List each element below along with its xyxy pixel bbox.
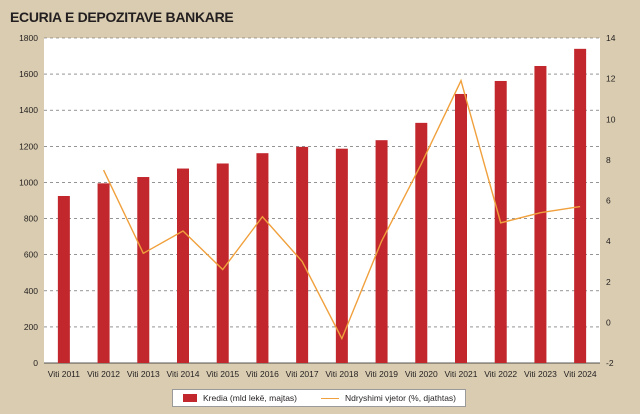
- legend-item-line: Ndryshimi vjetor (%, djathtas): [297, 393, 456, 403]
- x-tick-label: Viti 2011: [48, 369, 81, 379]
- right-tick-label: 6: [606, 196, 611, 206]
- x-tick-label: Viti 2014: [167, 369, 200, 379]
- legend-item-bar: Kredia (mld lekë, majtas): [173, 393, 297, 403]
- bar: [256, 153, 269, 363]
- left-tick-label: 1200: [19, 141, 38, 151]
- right-tick-label: 14: [606, 33, 616, 43]
- x-tick-label: Viti 2022: [484, 369, 517, 379]
- x-tick-label: Viti 2018: [325, 369, 358, 379]
- x-tick-label: Viti 2024: [564, 369, 597, 379]
- line-series: [102, 78, 581, 341]
- right-tick-label: 2: [606, 277, 611, 287]
- left-tick-label: 1000: [19, 177, 38, 187]
- left-axis-ticks: 0 200 400 600 800 1000 1200 1400 1600 1800: [19, 33, 38, 368]
- x-tick-label: Viti 2015: [206, 369, 239, 379]
- x-tick-label: Viti 2013: [127, 369, 160, 379]
- x-tick-label: Viti 2021: [445, 369, 478, 379]
- right-tick-label: 0: [606, 317, 611, 327]
- legend-swatch-bar: [183, 394, 197, 402]
- bar: [415, 122, 428, 363]
- x-tick-label: Viti 2016: [246, 369, 279, 379]
- left-tick-label: 1800: [19, 33, 38, 43]
- legend: Kredia (mld lekë, majtas) Ndryshimi vjet…: [172, 389, 466, 407]
- left-tick-label: 1400: [19, 105, 38, 115]
- left-tick-label: 600: [24, 250, 38, 260]
- bar: [296, 146, 309, 363]
- right-tick-label: -2: [606, 358, 614, 368]
- plot-area: [44, 38, 600, 363]
- bar: [375, 140, 388, 363]
- bar: [177, 168, 189, 363]
- grid-lines: [44, 37, 600, 364]
- bar: [97, 183, 110, 363]
- chart-title: ECURIA E DEPOZITAVE BANKARE: [10, 9, 234, 25]
- right-tick-label: 4: [606, 236, 611, 246]
- x-tick-label: Viti 2012: [87, 369, 120, 379]
- right-tick-label: 10: [606, 114, 616, 124]
- bar: [335, 148, 348, 363]
- left-tick-label: 0: [33, 358, 38, 368]
- x-tick-label: Viti 2017: [286, 369, 319, 379]
- x-axis-ticks: Viti 2011 Viti 2012 Viti 2013 Viti 2014 Viti…: [48, 369, 597, 379]
- bar: [57, 195, 70, 363]
- left-tick-label: 200: [24, 322, 38, 332]
- bar-series: [57, 48, 587, 363]
- left-tick-label: 800: [24, 214, 38, 224]
- x-tick-label: Viti 2019: [365, 369, 398, 379]
- x-tick-label: Viti 2020: [405, 369, 438, 379]
- line-path: [102, 78, 581, 341]
- bar: [216, 163, 229, 363]
- legend-label-line: Ndryshimi vjetor (%, djathtas): [345, 393, 457, 403]
- bar: [455, 93, 467, 363]
- right-tick-label: 12: [606, 74, 616, 84]
- right-tick-label: 8: [606, 155, 611, 165]
- right-axis-ticks: -2 0 2 4 6 8 10 12 14: [606, 33, 616, 368]
- legend-label-bar: Kredia (mld lekë, majtas): [203, 393, 298, 403]
- left-tick-label: 400: [24, 286, 38, 296]
- left-tick-label: 1600: [19, 69, 38, 79]
- x-tick-label: Viti 2023: [524, 369, 557, 379]
- bar: [574, 48, 587, 363]
- bar: [137, 177, 150, 363]
- legend-swatch-line: [321, 397, 340, 399]
- bar: [534, 65, 547, 363]
